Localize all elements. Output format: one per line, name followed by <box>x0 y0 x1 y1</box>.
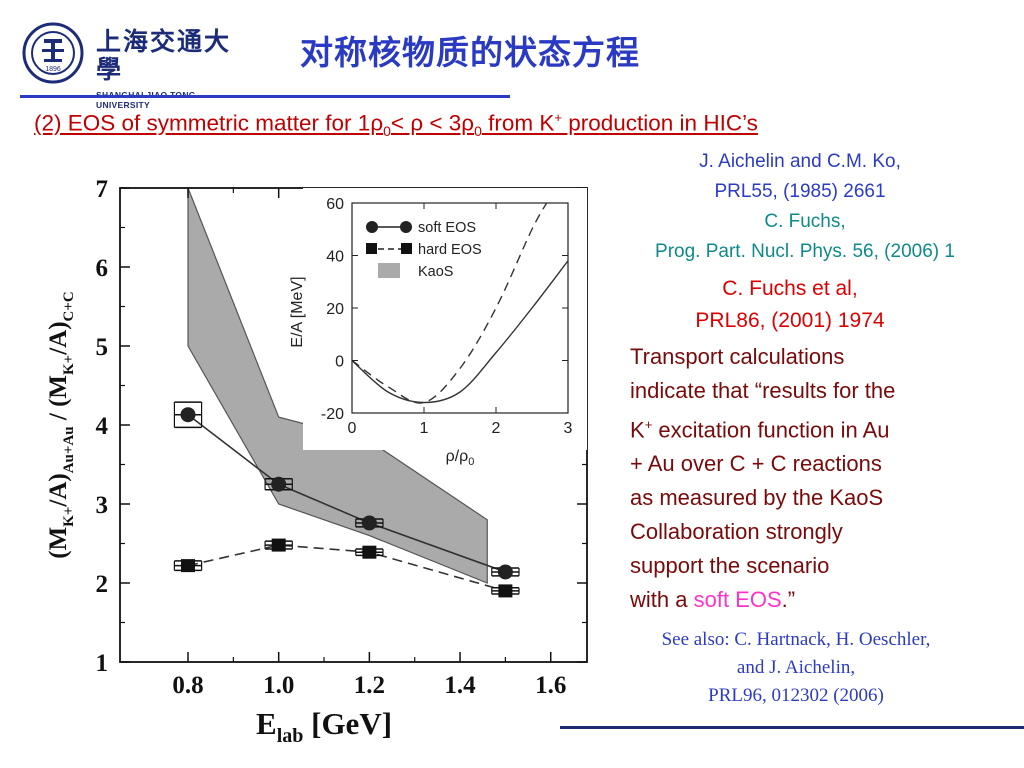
main-plot: 1 2 3 4 5 6 7 0.8 1.0 1.2 1.4 1.6 Elab [GeV] (MK+/A)A… <box>45 176 588 747</box>
inset-y-tick-label: 20 <box>326 301 344 318</box>
legend-soft-marker-right <box>400 221 412 233</box>
hard-eos-point <box>498 584 513 598</box>
inset-x-tick-label: 3 <box>564 420 573 437</box>
kaon-ratio-chart: 1 2 3 4 5 6 7 0.8 1.0 1.2 1.4 1.6 Elab [GeV] (MK+/A)A… <box>45 176 588 747</box>
reference-fuchs-prl: C. Fuchs et al, PRL86, (2001) 1974 <box>695 277 885 332</box>
soft-eos-point <box>271 476 287 492</box>
transport-quote-text: Transport calculations indicate that “re… <box>630 344 896 613</box>
legend-kaos-swatch <box>378 263 400 278</box>
x-tick-label: 1.4 <box>444 672 476 699</box>
inset-x-tick-label: 1 <box>420 420 429 437</box>
inset-y-tick-label: 60 <box>326 196 344 213</box>
hard-eos-curve <box>352 203 548 404</box>
y-tick-label: 1 <box>96 650 109 677</box>
university-wordmark: 上海交通大學 SHANGHAI JIAO TONG UNIVERSITY <box>96 28 246 111</box>
reference-fuchs-review: C. Fuchs, Prog. Part. Nucl. Phys. 56, (2… <box>655 211 955 262</box>
inset-x-tick-label: 2 <box>492 420 501 437</box>
inset-y-tick-label: -20 <box>321 406 344 423</box>
university-seal-logo: 1896 <box>22 22 84 84</box>
seal-year: 1896 <box>45 66 61 73</box>
inset-y-axis-title: E/A [MeV] <box>289 276 306 347</box>
soft-eos-point <box>497 564 513 580</box>
soft-eos-point <box>361 515 377 531</box>
header-divider <box>20 95 510 98</box>
x-axis-title: Elab [GeV] <box>256 706 392 747</box>
legend-soft-label: soft EOS <box>418 220 476 236</box>
hard-eos-point <box>271 538 286 552</box>
legend-hard-label: hard EOS <box>418 242 482 258</box>
slide-title: 对称核物质的状态方程 <box>300 33 640 72</box>
hard-eos-point <box>181 559 196 573</box>
y-tick-label: 6 <box>96 255 109 282</box>
y-tick-label: 2 <box>96 571 109 598</box>
x-tick-label: 1.6 <box>535 672 566 699</box>
footer-divider <box>560 726 1024 729</box>
see-also-reference: See also: C. Hartnack, H. Oeschler, and … <box>661 629 931 706</box>
inset-y-tick-label: 40 <box>326 249 344 266</box>
legend-soft-marker-left <box>366 221 378 233</box>
soft-eos-point <box>180 407 196 423</box>
soft-eos-curve <box>352 260 568 404</box>
soft-eos-line <box>187 414 506 573</box>
legend-hard-marker-right <box>401 243 412 254</box>
y-tick-label: 3 <box>96 492 109 519</box>
y-axis-title: (MK+/A)Au+Au / (MK+/A)C+C <box>45 291 77 559</box>
y-tick-label: 4 <box>96 413 109 440</box>
inset-y-tick-label: 0 <box>335 354 344 371</box>
university-name-chinese: 上海交通大學 <box>96 27 232 84</box>
x-tick-label: 0.8 <box>172 672 203 699</box>
legend-kaos-label: KaoS <box>418 264 453 280</box>
x-tick-label: 1.0 <box>263 672 294 699</box>
university-name-english: SHANGHAI JIAO TONG UNIVERSITY <box>96 90 195 110</box>
legend-hard-marker-left <box>366 243 377 254</box>
inset-x-tick-label: 0 <box>348 420 357 437</box>
hard-eos-point <box>362 545 377 559</box>
y-tick-label: 7 <box>96 176 109 203</box>
slide-subtitle: (2) EOS of symmetric matter for 1ρ0< ρ <… <box>34 110 758 139</box>
x-tick-label: 1.2 <box>354 672 385 699</box>
y-tick-label: 5 <box>96 334 109 361</box>
reference-aichelin-ko: J. Aichelin and C.M. Ko, PRL55, (1985) 2… <box>699 151 901 202</box>
inset-x-axis-title: ρ/ρ0 <box>446 448 475 468</box>
soft-eos-highlight: soft EOS <box>693 587 782 613</box>
